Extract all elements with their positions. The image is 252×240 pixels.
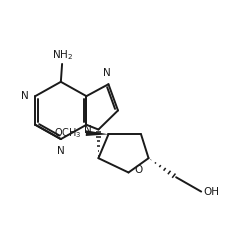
Text: N: N [84,125,92,135]
Text: OH: OH [203,186,219,197]
Text: N: N [57,146,65,156]
Polygon shape [86,130,108,136]
Text: N: N [103,67,111,78]
Text: O: O [134,165,142,175]
Text: OCH$_3$: OCH$_3$ [54,126,82,140]
Text: NH$_2$: NH$_2$ [51,48,73,62]
Text: N: N [21,91,29,101]
